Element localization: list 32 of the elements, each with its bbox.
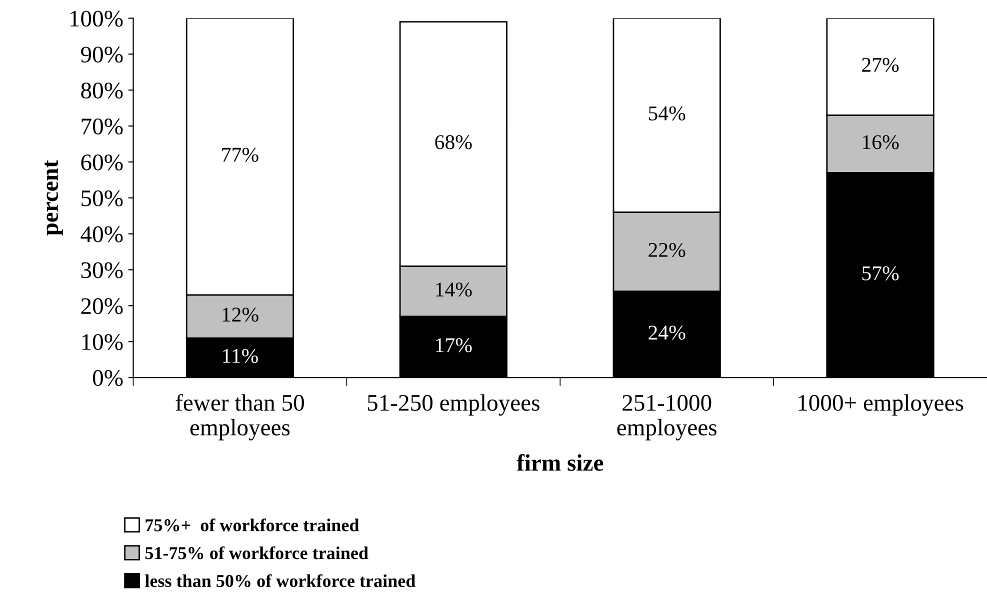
data-label: 27% bbox=[862, 58, 899, 72]
y-tick-label: 30% bbox=[81, 262, 123, 278]
legend-label: 51-75% of workforce trained bbox=[145, 546, 368, 560]
y-tick-label: 0% bbox=[92, 370, 123, 386]
data-label: 14% bbox=[436, 282, 472, 297]
y-tick-label: 70% bbox=[82, 118, 123, 135]
y-tick-label: 10% bbox=[82, 334, 123, 350]
y-tick-label: 50% bbox=[82, 190, 123, 206]
data-label: 12% bbox=[222, 308, 258, 322]
y-tick-label: 60% bbox=[81, 154, 123, 170]
x-tick-label: fewer than 50 employees bbox=[176, 394, 304, 440]
data-label: 57% bbox=[862, 266, 899, 280]
data-label: 11% bbox=[223, 348, 258, 364]
x-axis-title: firm size bbox=[516, 454, 604, 471]
data-label: 16% bbox=[863, 135, 899, 150]
data-label: 68% bbox=[435, 135, 472, 150]
y-tick-label: 80% bbox=[81, 82, 123, 99]
data-label: 77% bbox=[222, 148, 258, 162]
x-tick-label: 1000+ employees bbox=[798, 394, 964, 416]
data-label: 54% bbox=[648, 106, 686, 121]
y-tick-label: 90% bbox=[81, 46, 123, 63]
legend-label: 75%+ of workforce trained bbox=[146, 518, 360, 532]
x-tick-label: 51-250 employees bbox=[368, 394, 540, 416]
x-tick-label: 251-1000 employees bbox=[617, 394, 716, 440]
y-tick-label: 20% bbox=[81, 298, 123, 314]
y-axis-title: percent bbox=[44, 160, 63, 236]
data-label: 24% bbox=[648, 326, 686, 340]
legend-label: less than 50% of workforce trained bbox=[145, 574, 416, 588]
y-tick-label: 40% bbox=[80, 226, 123, 242]
data-label: 17% bbox=[436, 338, 472, 352]
y-tick-label: 100% bbox=[70, 10, 123, 27]
data-label: 22% bbox=[648, 242, 686, 258]
